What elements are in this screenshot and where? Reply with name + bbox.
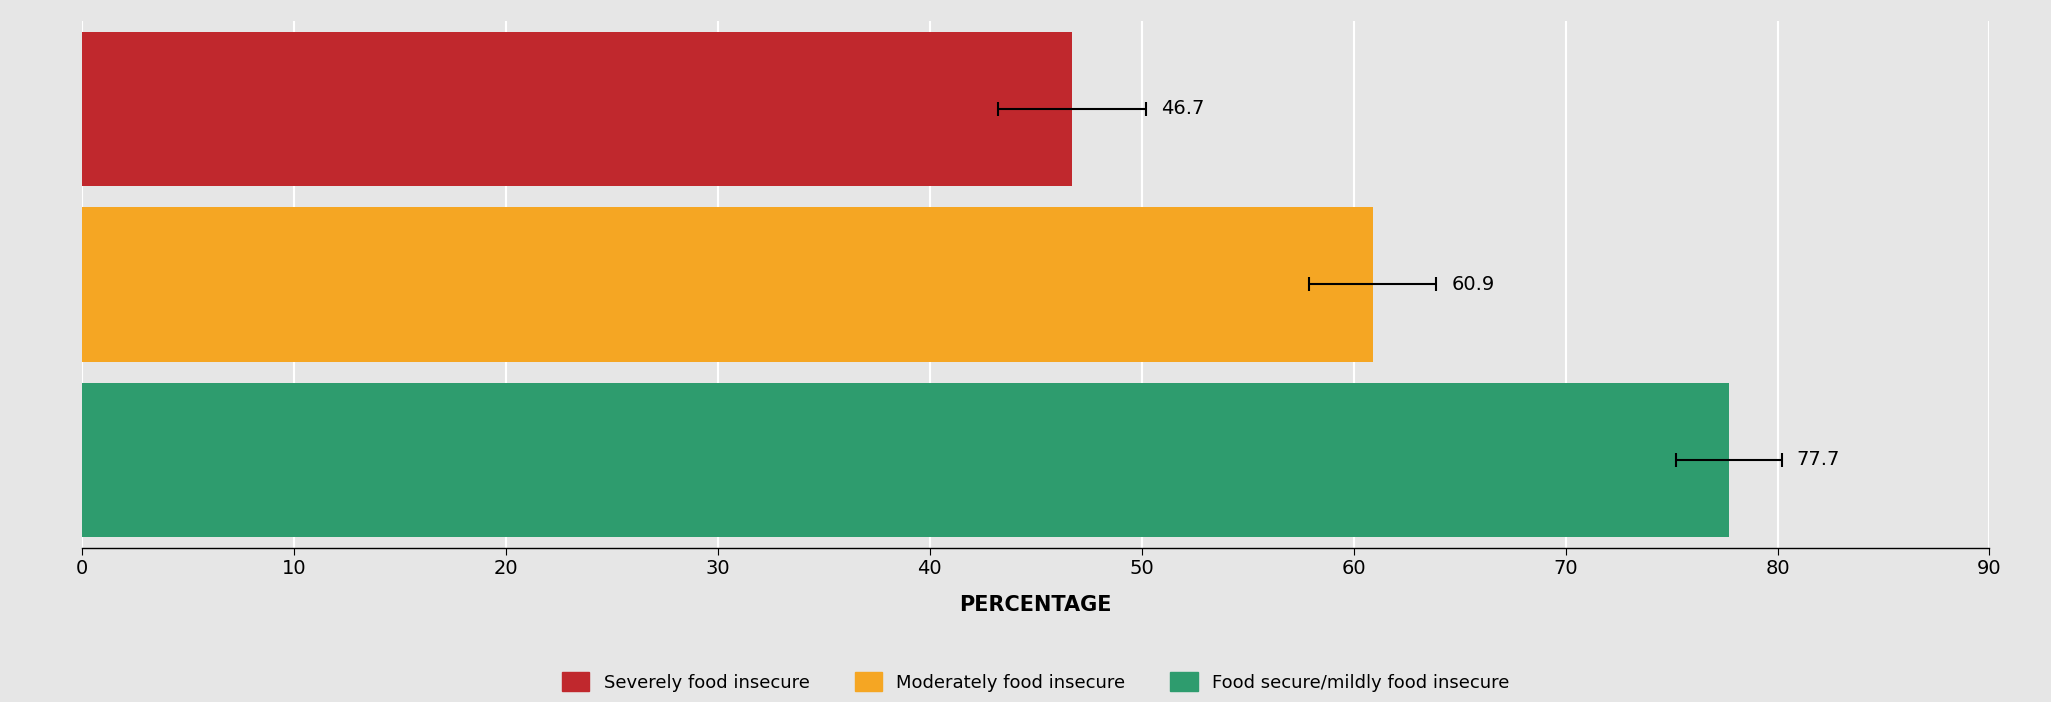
Bar (82, 207, 1372, 362)
Text: 77.7: 77.7 (1797, 450, 1840, 470)
Text: 60.9: 60.9 (1452, 274, 1495, 294)
Legend: Severely food insecure, Moderately food insecure, Food secure/mildly food insecu: Severely food insecure, Moderately food … (562, 673, 1510, 691)
X-axis label: PERCENTAGE: PERCENTAGE (960, 595, 1112, 615)
Text: 46.7: 46.7 (1161, 99, 1204, 119)
Bar (82, 383, 1729, 537)
Bar (82, 32, 1073, 186)
